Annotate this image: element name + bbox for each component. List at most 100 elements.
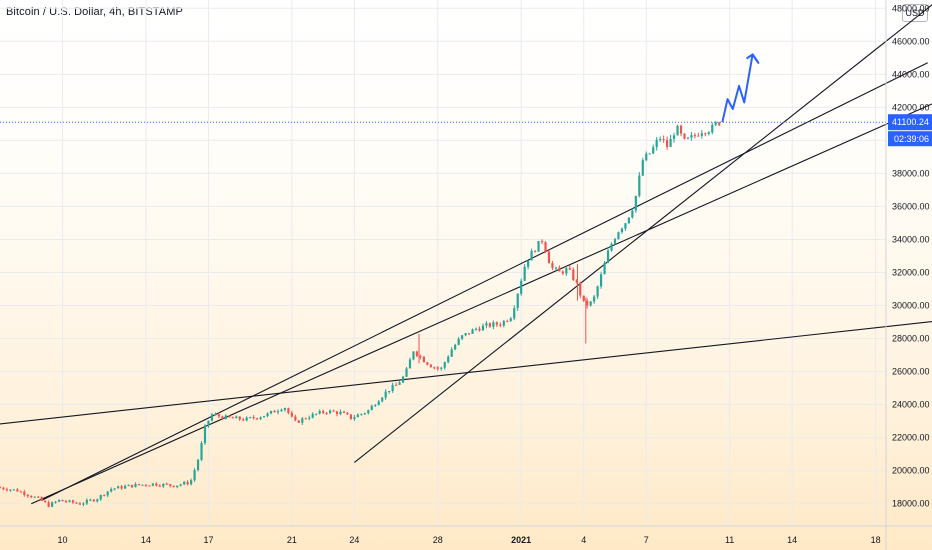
- candle-body: [151, 483, 154, 486]
- price-tags: 41100.24 02:39:06: [888, 114, 932, 147]
- candle-body: [582, 295, 585, 301]
- candle-body: [652, 147, 655, 154]
- candle-body: [530, 250, 533, 261]
- candle-body: [488, 323, 492, 327]
- candle-body: [377, 401, 380, 406]
- candle-body: [433, 367, 436, 369]
- candle-body: [586, 300, 589, 306]
- candle-body: [415, 351, 419, 356]
- candle-body: [627, 217, 630, 224]
- time-tick-label: 18: [871, 535, 881, 545]
- candle-body: [495, 322, 498, 325]
- projection-arrowhead: [746, 53, 759, 63]
- candle-body: [683, 133, 686, 139]
- candle-body: [624, 223, 627, 229]
- candle-body: [610, 243, 613, 251]
- time-tick-label: 4: [581, 535, 586, 545]
- trendlines[interactable]: [0, 3, 932, 505]
- candle-body: [693, 135, 697, 137]
- candle-body: [210, 414, 214, 421]
- price-axis[interactable]: 18000.00 20000.00 22000.00 24000.00 26000.00…: [892, 3, 930, 508]
- candle-body: [179, 484, 182, 486]
- price-tick-label: 30000.00: [892, 301, 930, 311]
- candle-body: [547, 251, 551, 264]
- candle-body: [238, 416, 241, 420]
- candle-body: [481, 325, 485, 331]
- candle-body: [464, 333, 467, 336]
- candle-body: [19, 491, 22, 493]
- candle-body: [461, 335, 464, 339]
- currency-button[interactable]: USD: [902, 4, 928, 22]
- candle-body: [134, 484, 137, 488]
- candle-body: [686, 137, 690, 139]
- candle-body: [242, 419, 245, 421]
- candle-body: [249, 417, 252, 419]
- candle-body: [714, 122, 717, 125]
- candle-body: [113, 488, 116, 490]
- price-tick-label: 22000.00: [892, 433, 930, 443]
- candle-body: [137, 484, 141, 486]
- candle-body: [388, 390, 391, 392]
- candle-body: [513, 308, 516, 319]
- candle-body: [2, 487, 5, 490]
- candle-body: [196, 459, 200, 471]
- candle-body: [262, 416, 266, 418]
- candle-body: [280, 409, 283, 412]
- candle-body: [645, 153, 648, 161]
- candle-body: [540, 241, 544, 243]
- last-price-label: 41100.24: [892, 117, 929, 127]
- candle-body: [106, 491, 109, 496]
- trendline: [0, 321, 932, 425]
- candle-body: [356, 414, 359, 418]
- candle-body: [44, 500, 47, 503]
- candle-body: [96, 499, 99, 502]
- candle-body: [662, 139, 665, 141]
- trendline: [31, 103, 932, 505]
- time-tick-label: 21: [287, 535, 297, 545]
- candle-body: [520, 280, 523, 294]
- candle-body: [5, 489, 9, 491]
- candle-body: [707, 132, 710, 134]
- candle-body: [273, 410, 276, 413]
- candle-body: [606, 250, 610, 263]
- candle-body: [502, 320, 505, 326]
- candle-body: [99, 495, 102, 500]
- candle-body: [169, 484, 172, 486]
- candle-body: [474, 328, 478, 330]
- candle-body: [158, 485, 161, 487]
- candle-body: [68, 500, 71, 502]
- candle-body: [75, 502, 78, 504]
- candle-body: [704, 133, 707, 135]
- time-tick-label: 14: [787, 535, 797, 545]
- candle-body: [252, 417, 255, 419]
- candle-body: [37, 496, 40, 498]
- candle-body: [117, 486, 120, 489]
- time-tick-label: 7: [644, 535, 649, 545]
- candle-body: [335, 411, 339, 415]
- projection-arrow[interactable]: [721, 53, 760, 123]
- candle-body: [620, 228, 624, 233]
- candle-body: [325, 412, 328, 414]
- time-axis[interactable]: 10 14 17 21 24 28 2021 4 7 11 14 18: [58, 535, 881, 545]
- candle-body: [634, 195, 637, 211]
- candle-body: [176, 485, 179, 488]
- time-tick-label: 17: [203, 535, 213, 545]
- candle-body: [596, 286, 599, 297]
- candle-body: [141, 484, 144, 486]
- candle-body: [575, 280, 578, 283]
- price-tick-label: 32000.00: [892, 267, 930, 277]
- candle-body: [669, 138, 672, 147]
- countdown-label: 02:39:06: [894, 134, 929, 144]
- candle-body: [527, 260, 530, 267]
- candle-body: [676, 125, 679, 136]
- candle-body: [440, 367, 443, 369]
- candle-body: [391, 384, 394, 391]
- candle-body: [144, 484, 148, 486]
- candle-body: [506, 320, 509, 322]
- candle-body: [193, 470, 196, 481]
- candle-body: [103, 495, 106, 497]
- candle-body: [78, 503, 82, 505]
- projection-line: [721, 53, 760, 123]
- candle-body: [711, 124, 714, 133]
